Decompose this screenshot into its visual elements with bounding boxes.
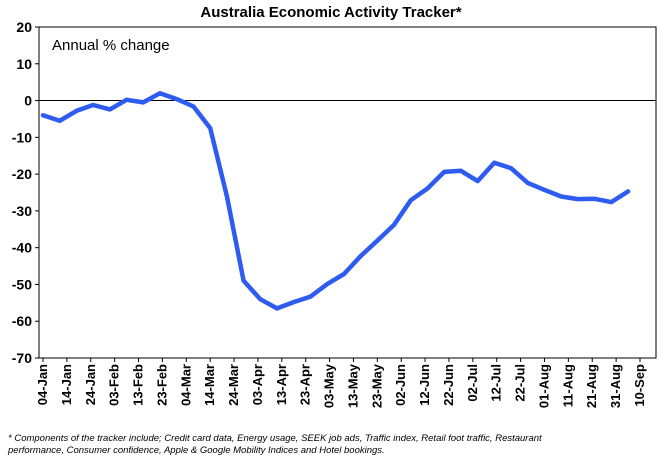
x-tick-label: 21-Aug — [584, 364, 599, 408]
y-tick-label: -60 — [12, 313, 32, 329]
data-point — [242, 280, 245, 282]
data-point — [593, 198, 596, 200]
data-point — [259, 298, 262, 301]
footnote-line-2: performance, Consumer confidence, Apple … — [7, 445, 385, 455]
y-tick-label: -20 — [12, 166, 32, 182]
x-tick-label: 31-Aug — [608, 364, 623, 408]
data-point — [443, 171, 446, 173]
data-point — [209, 127, 211, 129]
series-line — [40, 90, 631, 311]
x-tick-label: 04-Jan — [35, 364, 50, 405]
y-tick-label: -70 — [12, 350, 32, 366]
x-tick-label: 22-Jun — [441, 364, 456, 406]
data-point — [226, 195, 228, 197]
data-point — [192, 105, 195, 108]
y-tick-label: -10 — [12, 129, 32, 145]
x-tick-label: 04-Mar — [178, 364, 193, 406]
x-tick-label: 23-May — [369, 363, 384, 408]
x-tick-label: 23-Apr — [298, 364, 313, 405]
data-point — [125, 99, 128, 101]
data-point — [292, 301, 295, 303]
x-tick-label: 13-Feb — [131, 364, 146, 406]
data-point — [510, 167, 512, 169]
x-axis: 04-Jan 14-Jan 24-Jan 03-Feb 13-Feb 23-Feb 04-M… — [35, 358, 647, 408]
data-point — [577, 198, 579, 200]
data-point — [326, 283, 329, 285]
data-point — [460, 170, 462, 172]
y-tick-label: 20 — [16, 19, 32, 35]
y-tick-label: -50 — [12, 276, 32, 292]
x-tick-label: 24-Mar — [226, 364, 241, 406]
x-tick-label: 02-Jul — [465, 364, 480, 402]
data-point — [276, 307, 278, 310]
x-tick-label: 10-Sep — [632, 364, 647, 407]
y-tick-label: -40 — [12, 240, 32, 256]
data-point — [359, 255, 362, 257]
data-point — [627, 190, 629, 193]
y-tick-label: 10 — [16, 56, 32, 72]
data-point — [75, 110, 78, 112]
y-tick-label: -30 — [12, 203, 32, 219]
x-tick-label: 13-Apr — [274, 364, 289, 405]
x-tick-label: 23-Feb — [154, 364, 169, 406]
plot-area — [38, 26, 657, 359]
x-tick-label: 14-Jan — [59, 364, 74, 405]
data-point — [410, 199, 412, 201]
x-tick-label: 12-Jul — [489, 364, 504, 402]
x-tick-label: 14-Mar — [202, 364, 217, 406]
y-tick-label: 0 — [24, 93, 32, 109]
data-point — [159, 92, 161, 94]
chart-annotation: Annual % change — [52, 37, 170, 54]
data-point — [610, 201, 613, 203]
data-point — [493, 161, 496, 164]
data-point — [376, 239, 379, 242]
series-layer — [40, 90, 631, 311]
x-tick-label: 03-Apr — [250, 364, 265, 405]
x-tick-label: 03-May — [322, 363, 337, 408]
data-point — [309, 295, 312, 298]
data-point — [476, 180, 479, 182]
x-tick-label: 13-May — [345, 363, 360, 408]
data-point — [393, 224, 395, 226]
x-tick-label: 02-Jun — [393, 364, 408, 406]
data-point — [58, 120, 61, 122]
data-point — [560, 195, 562, 198]
x-tick-label: 12-Jun — [417, 364, 432, 406]
data-point — [343, 273, 345, 275]
x-tick-label: 24-Jan — [83, 364, 98, 405]
data-point — [42, 114, 44, 117]
x-tick-label: 01-Aug — [536, 364, 551, 408]
x-tick-label: 11-Aug — [560, 364, 575, 407]
x-tick-label: 03-Feb — [107, 364, 122, 406]
data-point — [543, 189, 546, 191]
data-point — [426, 187, 429, 190]
y-axis: 20 10 0 -10 -20 -30 -40 -50 -60 -70 — [12, 19, 656, 366]
data-point — [92, 104, 94, 106]
data-point — [175, 98, 178, 100]
chart-title: Australia Economic Activity Tracker* — [200, 4, 461, 21]
data-point — [142, 101, 145, 104]
data-point — [527, 182, 529, 184]
footnote-line-1: * Components of the tracker include; Cre… — [8, 433, 542, 444]
data-point — [109, 108, 111, 111]
x-tick-label: 22-Jul — [513, 364, 528, 402]
